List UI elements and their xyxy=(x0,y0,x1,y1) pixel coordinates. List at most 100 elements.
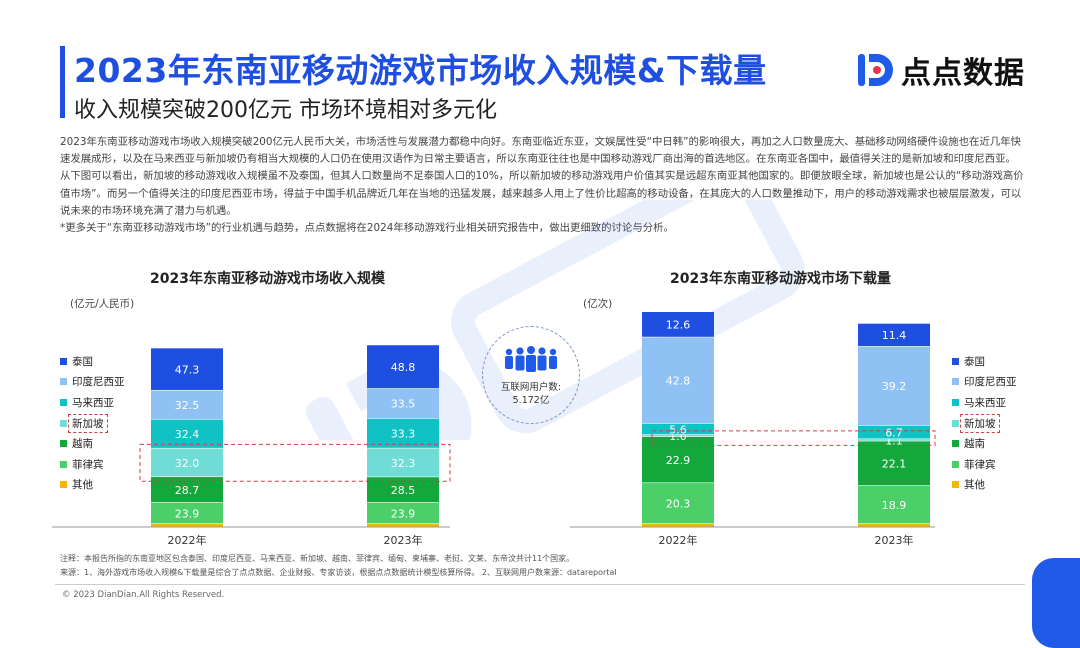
bar-segment xyxy=(151,502,223,524)
body-note: *更多关于“东南亚移动游戏市场”的行业机遇与趋势，点点数据将在2024年移动游戏… xyxy=(60,222,674,235)
x-tick-label: 2023年 xyxy=(384,533,423,547)
bar-segment-other xyxy=(151,524,223,527)
legend-item: 菲律宾 xyxy=(952,454,1017,475)
legend-swatch xyxy=(60,357,67,365)
bar-value-label: 48.8 xyxy=(391,361,416,374)
bar-value-label: 33.5 xyxy=(391,398,416,411)
legend-item: 印度尼西亚 xyxy=(952,372,1017,393)
bar-value-label: 33.3 xyxy=(391,428,416,441)
bar-value-label: 20.3 xyxy=(666,498,691,511)
footnote-note: 注释：本报告所指的东南亚地区包含泰国、印度尼西亚、马来西亚、新加坡、越南、菲律宾… xyxy=(60,554,575,563)
bar-segment xyxy=(151,348,223,390)
bar-segment xyxy=(367,418,439,448)
bar-segment xyxy=(642,483,714,524)
bar-value-label: 22.1 xyxy=(882,458,907,471)
legend-swatch xyxy=(60,481,67,489)
legend-swatch xyxy=(60,460,67,468)
bar-segment xyxy=(367,448,439,477)
people-group-icon xyxy=(505,346,557,372)
corner-decoration xyxy=(1032,558,1080,648)
legend-label: 菲律宾 xyxy=(72,458,104,471)
legend-label: 越南 xyxy=(964,438,985,451)
revenue-legend: 泰国印度尼西亚马来西亚新加坡越南菲律宾其他 xyxy=(60,351,125,495)
legend-label: 越南 xyxy=(72,438,93,451)
bar-segment-other xyxy=(858,524,930,527)
bar-value-label: 18.9 xyxy=(882,499,907,512)
revenue-chart: 23.9 28.7 32.0 32.4 32.5 47.3 2022年 23.9 28.5 32.… xyxy=(52,312,936,547)
legend-item: 其他 xyxy=(952,475,1017,496)
legend-item: 越南 xyxy=(952,433,1017,454)
bar-value-label: 39.2 xyxy=(882,380,907,393)
legend-label: 菲律宾 xyxy=(964,458,996,471)
legend-swatch xyxy=(952,398,959,406)
revenue-chart-title: 2023年东南亚移动游戏市场收入规模 xyxy=(150,271,385,287)
internet-users-title: 互联网用户数: xyxy=(500,382,562,393)
bar-value-label: 32.5 xyxy=(175,399,200,412)
legend-label: 印度尼西亚 xyxy=(964,376,1017,389)
bar-segment xyxy=(151,419,223,448)
bar-segment xyxy=(642,423,714,435)
legend-swatch xyxy=(60,378,67,386)
legend-item: 菲律宾 xyxy=(60,454,125,475)
singapore-highlight-box xyxy=(139,443,451,482)
page-subtitle: 收入规模突破200亿元 市场环境相对多元化 xyxy=(74,98,497,123)
bar-segment xyxy=(642,434,714,437)
bar-segment xyxy=(367,502,439,524)
legend-swatch xyxy=(952,378,959,386)
bar-value-label: 47.3 xyxy=(175,363,200,376)
diandian-logo-icon xyxy=(858,54,893,86)
bar-value-label: 23.9 xyxy=(391,507,416,520)
legend-label: 泰国 xyxy=(964,355,985,368)
legend-swatch xyxy=(60,440,67,448)
bar-segment-other xyxy=(642,524,714,527)
bar-value-label: 32.4 xyxy=(175,428,200,441)
bar-value-label: 5.6 xyxy=(669,423,687,436)
bar-value-label: 28.5 xyxy=(391,484,416,497)
legend-label: 印度尼西亚 xyxy=(72,376,125,389)
legend-swatch xyxy=(952,440,959,448)
legend-item: 其他 xyxy=(60,475,125,496)
legend-item: 新加坡 xyxy=(952,413,1017,434)
singapore-highlight-box xyxy=(651,430,936,446)
x-tick-label: 2023年 xyxy=(875,533,914,547)
legend-label: 其他 xyxy=(964,479,985,492)
bar-segment xyxy=(642,436,714,483)
bar-value-label: 23.9 xyxy=(175,507,200,520)
bar-segment xyxy=(858,323,930,347)
brand-logo: 点点数据 xyxy=(855,48,1025,92)
legend-swatch xyxy=(60,398,67,406)
legend-label: 其他 xyxy=(72,479,93,492)
x-tick-label: 2022年 xyxy=(659,533,698,547)
page-title: 2023年东南亚移动游戏市场收入规模&下载量 xyxy=(74,51,767,90)
body-paragraph: 2023年东南亚移动游戏市场收入规模突破200亿元人民币大关，市场活性与发展潜力… xyxy=(60,136,1024,217)
legend-item: 泰国 xyxy=(60,351,125,372)
bar-segment xyxy=(151,448,223,477)
legend-item: 泰国 xyxy=(952,351,1017,372)
legend-swatch xyxy=(952,481,959,489)
legend-label: 新加坡 xyxy=(960,413,1000,433)
legend-item: 马来西亚 xyxy=(60,392,125,413)
legend-swatch xyxy=(952,357,959,365)
x-tick-label: 2022年 xyxy=(168,533,207,547)
legend-item: 越南 xyxy=(60,433,125,454)
bar-segment xyxy=(151,390,223,419)
bar-segment xyxy=(367,345,439,389)
legend-label: 泰国 xyxy=(72,355,93,368)
bar-segment xyxy=(858,425,930,439)
bar-segment xyxy=(858,441,930,486)
legend-label: 马来西亚 xyxy=(72,396,114,409)
legend-item: 马来西亚 xyxy=(952,392,1017,413)
brand-name: 点点数据 xyxy=(901,56,1025,91)
internet-users-label: 互联网用户数: 5.172亿 xyxy=(483,381,579,407)
legend-label: 新加坡 xyxy=(68,413,108,433)
legend-item: 新加坡 xyxy=(60,413,125,434)
title-accent-bar xyxy=(60,46,65,118)
revenue-unit: (亿元/人民币) xyxy=(70,298,135,310)
bar-segment xyxy=(367,388,439,419)
bar-value-label: 12.6 xyxy=(666,319,691,332)
internet-users-value: 5.172亿 xyxy=(512,395,550,406)
bar-value-label: 11.4 xyxy=(882,329,907,342)
bar-segment xyxy=(858,485,930,524)
bar-value-label: 32.0 xyxy=(175,457,200,470)
bar-segment xyxy=(858,439,930,441)
